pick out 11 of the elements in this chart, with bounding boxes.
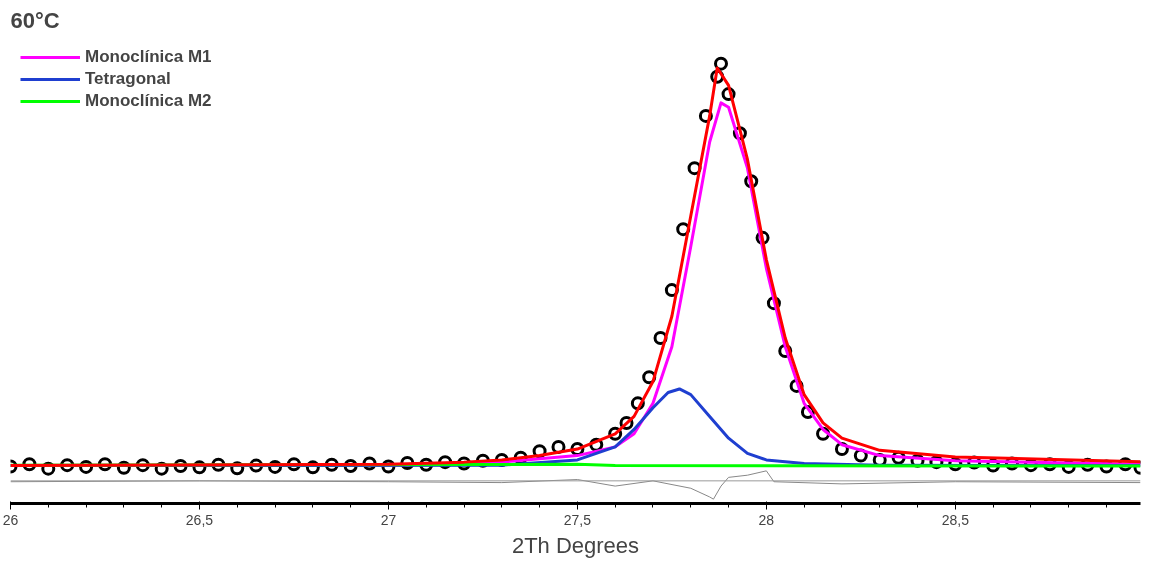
- x-tick-label: 27: [380, 511, 397, 528]
- chart-title: 60°C: [10, 7, 60, 33]
- legend-label: Tetragonal: [85, 69, 171, 89]
- x-axis-title: 2Th Degrees: [511, 532, 640, 558]
- legend-label: Monoclínica M2: [85, 91, 212, 111]
- x-tick-label: 27,5: [563, 511, 592, 528]
- x-tick-label: 26,5: [185, 511, 214, 528]
- x-tick-label: 28,5: [941, 511, 970, 528]
- x-tick-label: 26: [2, 511, 19, 528]
- legend-label: Monoclínica M1: [85, 47, 212, 67]
- x-tick-label: 28: [758, 511, 775, 528]
